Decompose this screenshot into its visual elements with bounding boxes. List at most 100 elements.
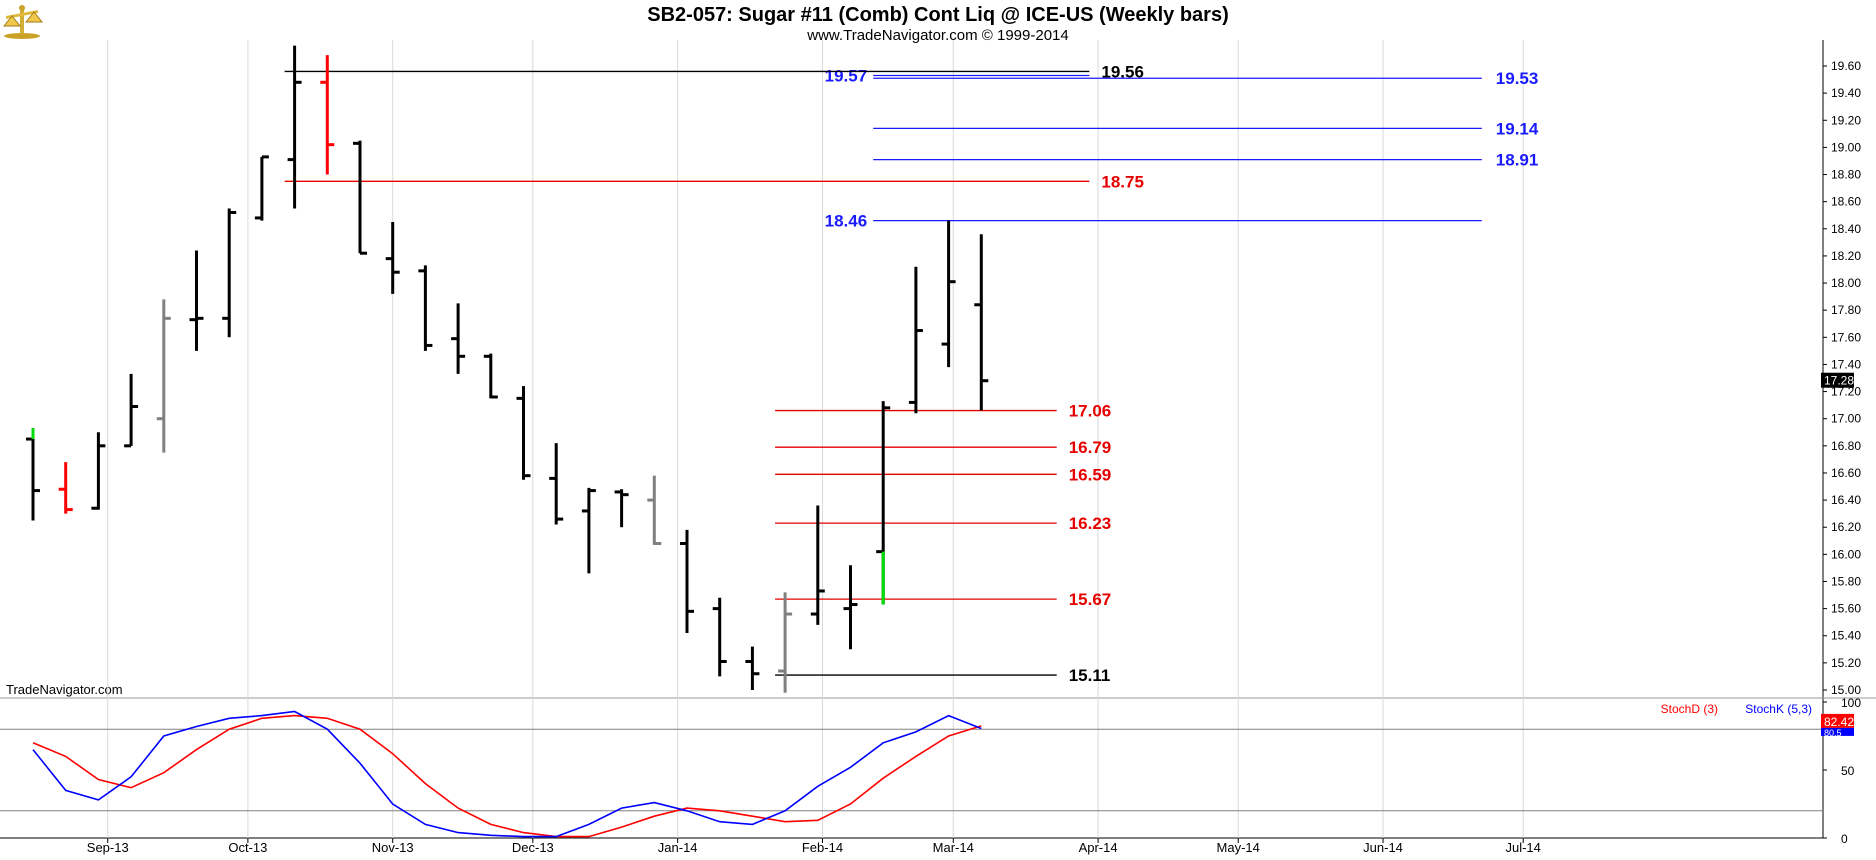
x-tick-label: Oct-13 (228, 840, 267, 855)
ohlc-bar (385, 222, 400, 294)
level-label: 18.75 (1101, 172, 1144, 191)
ohlc-bar (647, 475, 662, 545)
level-label: 18.91 (1496, 151, 1539, 170)
y-tick-label: 16.80 (1831, 439, 1861, 453)
trade-navigator-logo (2, 5, 44, 39)
legend-stochd: StochD (3) (1661, 702, 1718, 716)
y-tick-label: 19.60 (1831, 59, 1861, 73)
y-tick-label: 17.80 (1831, 303, 1861, 317)
y-tick-label: 19.00 (1831, 140, 1861, 154)
y-tick-label: 16.00 (1831, 547, 1861, 561)
y-tick-label: 16.40 (1831, 493, 1861, 507)
level-label: 19.56 (1101, 62, 1144, 81)
stoch-series-line (32, 710, 982, 838)
level-label: 19.57 (825, 67, 868, 86)
ohlc-bar (124, 373, 139, 448)
level-label: 16.23 (1069, 514, 1112, 533)
ohlc-bar (581, 487, 596, 574)
ohlc-bar (189, 250, 204, 351)
price-y-axis: 15.00 15.20 15.40 15.60 15.80 16.00 16.20 16.40… (1823, 59, 1861, 697)
ohlc-bar (876, 401, 891, 605)
chart-subtitle: www.TradeNavigator.com © 1999-2014 (807, 27, 1069, 44)
ohlc-bar (516, 386, 531, 480)
x-tick-label: Sep-13 (87, 840, 129, 855)
x-tick-label: Feb-14 (802, 840, 843, 855)
ohlc-bar (287, 45, 302, 209)
y-tick-label: 18.60 (1831, 195, 1861, 209)
ohlc-bar (778, 592, 793, 693)
y-tick-label: 18.00 (1831, 276, 1861, 290)
stoch-d-tag-bg (1821, 713, 1854, 728)
ohlc-bar (418, 265, 433, 351)
stoch-d-tag: 82.42 (1824, 715, 1854, 729)
y-tick-label: 17.60 (1831, 330, 1861, 344)
y-tick-label: 19.40 (1831, 86, 1861, 100)
y-tick-label: 18.40 (1831, 222, 1861, 236)
ohlc-bar (745, 646, 760, 690)
level-lines: 19.57 19.56 19.53 19.14 18.91 18.75 18.46 17.06… (284, 62, 1539, 685)
level-label: 15.11 (1069, 666, 1111, 685)
ohlc-bar (810, 505, 825, 625)
level-label: 16.79 (1069, 438, 1112, 457)
x-tick-label: May-14 (1217, 840, 1260, 855)
chart-title: SB2-057: Sugar #11 (Comb) Cont Liq @ ICE… (647, 4, 1229, 26)
ohlc-bar (26, 428, 40, 521)
level-label: 18.46 (825, 212, 868, 231)
x-tick-label: Mar-14 (933, 840, 974, 855)
ohlc-bar (320, 55, 335, 175)
stoch-y-tick-label: 0 (1841, 832, 1848, 846)
x-tick-label: Jan-14 (658, 840, 698, 855)
ohlc-bar (483, 353, 498, 399)
ohlc-bar (254, 155, 269, 221)
ohlc-bar (712, 597, 727, 677)
level-label: 16.59 (1069, 465, 1112, 484)
x-tick-label: Jun-14 (1363, 840, 1403, 855)
ohlc-bar (451, 303, 466, 374)
last-price-tag: 17.28 (1824, 374, 1854, 388)
ohlc-bar (941, 220, 956, 368)
stoch-series-line (32, 714, 982, 838)
ohlc-bar (156, 299, 171, 453)
y-tick-label: 18.80 (1831, 168, 1861, 182)
ohlc-bar (222, 208, 237, 338)
y-tick-label: 17.40 (1831, 357, 1861, 371)
ohlc-bar (614, 489, 629, 528)
stoch-y-tick-label: 50 (1841, 764, 1855, 778)
ohlc-bar (908, 266, 923, 414)
x-tick-label: Dec-13 (512, 840, 554, 855)
y-tick-label: 17.20 (1831, 385, 1861, 399)
stoch-k-tag: 80.5 (1824, 728, 1842, 738)
x-tick-label: Nov-13 (372, 840, 414, 855)
level-label: 17.06 (1069, 402, 1112, 421)
ohlc-bar (843, 565, 858, 650)
ohlc-bars (26, 45, 989, 693)
watermark-text: TradeNavigator.com (6, 682, 123, 697)
y-tick-label: 15.60 (1831, 602, 1861, 616)
level-label: 19.53 (1496, 69, 1539, 88)
stoch-y-tick-label: 100 (1841, 696, 1861, 710)
stoch-k-tag-bg (1821, 727, 1854, 736)
ohlc-bar (353, 140, 367, 255)
month-gridlines: Sep-13 Oct-13 Nov-13 Dec-13 Jan-14 Feb-14 Mar-… (87, 40, 1541, 855)
y-tick-label: 15.20 (1831, 656, 1861, 670)
ohlc-bar (680, 529, 694, 634)
y-tick-label: 15.00 (1831, 683, 1861, 697)
y-tick-label: 19.20 (1831, 113, 1861, 127)
x-tick-label: Jul-14 (1505, 840, 1540, 855)
ohlc-bar (974, 234, 989, 411)
x-tick-label: Apr-14 (1079, 840, 1118, 855)
y-tick-label: 15.80 (1831, 574, 1861, 588)
level-label: 19.14 (1496, 119, 1539, 138)
ohlc-bar (91, 432, 106, 510)
legend-stochk: StochK (5,3) (1745, 702, 1812, 716)
ohlc-bar (549, 443, 564, 525)
y-tick-label: 16.60 (1831, 466, 1861, 480)
y-tick-label: 18.20 (1831, 249, 1861, 263)
y-tick-label: 15.40 (1831, 629, 1861, 643)
ohlc-bar (58, 462, 73, 514)
level-label: 15.67 (1069, 590, 1112, 609)
last-price-tag-bg (1821, 372, 1854, 388)
